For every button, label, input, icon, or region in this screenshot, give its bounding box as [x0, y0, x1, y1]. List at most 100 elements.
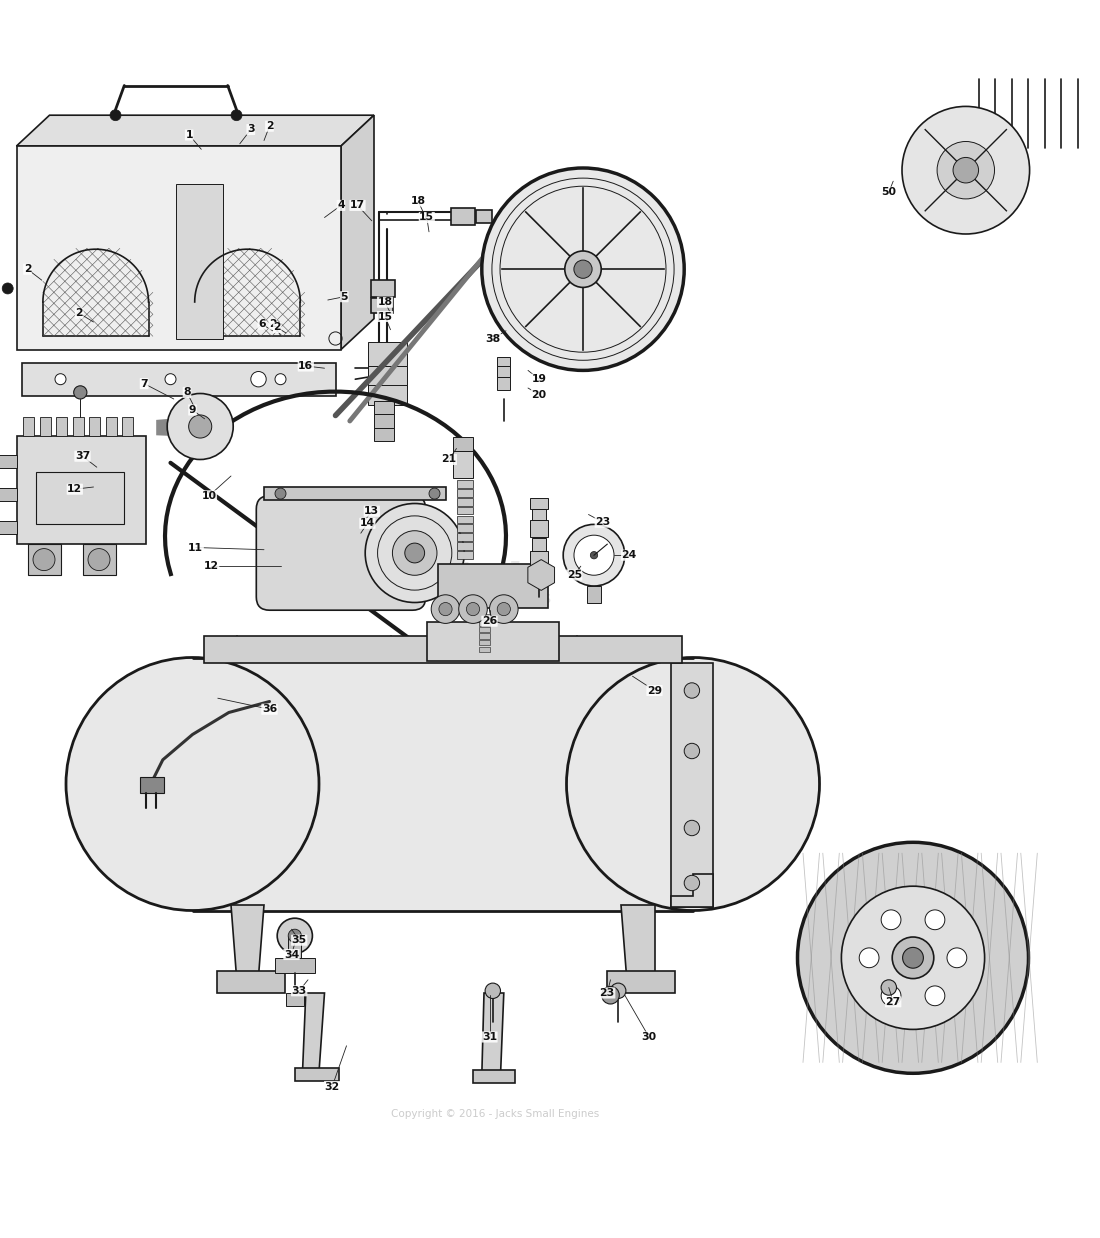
Bar	[368, 366, 407, 387]
Text: 37: 37	[75, 451, 90, 462]
Circle shape	[393, 531, 437, 576]
Circle shape	[405, 543, 425, 563]
Bar	[530, 551, 548, 566]
Circle shape	[110, 110, 121, 120]
Circle shape	[466, 603, 480, 615]
Text: 35: 35	[292, 935, 307, 945]
Text: Copyright © 2016 - Jacks Small Engines: Copyright © 2016 - Jacks Small Engines	[390, 1109, 600, 1119]
Text: 6: 6	[258, 319, 265, 329]
Circle shape	[564, 251, 602, 287]
Text: 9: 9	[189, 405, 196, 415]
Polygon shape	[0, 521, 16, 535]
Polygon shape	[0, 488, 16, 501]
Text: 8: 8	[184, 387, 190, 397]
Circle shape	[925, 985, 945, 1005]
Circle shape	[74, 386, 87, 399]
Circle shape	[429, 488, 440, 499]
Bar	[368, 385, 407, 405]
Bar	[264, 487, 446, 500]
Text: 33: 33	[292, 985, 307, 995]
Bar	[478, 646, 490, 652]
Bar	[456, 525, 473, 532]
Circle shape	[275, 374, 286, 385]
Bar	[23, 417, 34, 437]
Bar	[217, 971, 285, 993]
Bar	[371, 280, 395, 297]
Bar	[374, 427, 394, 441]
Bar	[176, 184, 223, 338]
Text: 2: 2	[274, 323, 280, 333]
Circle shape	[947, 948, 967, 968]
Circle shape	[485, 983, 501, 999]
Bar	[122, 417, 133, 437]
Bar	[456, 542, 473, 550]
Bar	[286, 993, 304, 1006]
Bar	[456, 489, 473, 496]
Text: 23: 23	[600, 988, 615, 998]
Circle shape	[566, 657, 820, 910]
Polygon shape	[231, 905, 264, 977]
Circle shape	[574, 535, 614, 576]
Text: 2: 2	[24, 264, 31, 274]
Circle shape	[88, 548, 110, 571]
Bar	[456, 506, 473, 515]
Circle shape	[563, 525, 625, 586]
Text: 7: 7	[141, 379, 147, 389]
Bar	[40, 417, 51, 437]
Bar	[106, 417, 117, 437]
Bar	[532, 509, 547, 520]
Circle shape	[277, 919, 312, 953]
Polygon shape	[671, 664, 713, 907]
Bar	[56, 417, 67, 437]
Bar	[478, 626, 490, 633]
Bar	[82, 545, 116, 574]
Circle shape	[365, 504, 464, 603]
Bar	[451, 208, 475, 225]
Circle shape	[903, 947, 923, 968]
Bar	[16, 437, 146, 545]
Bar	[478, 634, 490, 639]
Circle shape	[66, 657, 319, 910]
Circle shape	[251, 371, 266, 387]
Polygon shape	[482, 993, 504, 1076]
Circle shape	[684, 821, 700, 836]
Bar	[478, 620, 490, 625]
Text: 2: 2	[266, 121, 273, 131]
Bar	[295, 1068, 339, 1081]
Circle shape	[602, 987, 619, 1004]
Text: Jacks: Jacks	[451, 561, 550, 594]
Circle shape	[937, 141, 994, 199]
Circle shape	[684, 875, 700, 890]
Circle shape	[881, 979, 896, 995]
Circle shape	[953, 157, 979, 183]
Bar	[438, 565, 548, 608]
Bar	[73, 417, 84, 437]
Circle shape	[881, 910, 901, 930]
Bar	[456, 515, 473, 524]
Circle shape	[925, 910, 945, 930]
Text: 19: 19	[531, 374, 547, 384]
Circle shape	[902, 106, 1030, 234]
Bar	[497, 378, 510, 390]
Text: 31: 31	[482, 1032, 497, 1042]
Text: 26: 26	[482, 617, 497, 626]
Text: 18: 18	[377, 297, 393, 307]
Bar	[456, 551, 473, 558]
Circle shape	[165, 374, 176, 385]
Text: 15: 15	[377, 312, 393, 322]
Circle shape	[591, 551, 597, 558]
Bar	[453, 451, 473, 478]
Circle shape	[490, 594, 518, 624]
Bar	[275, 958, 315, 973]
Bar	[473, 1070, 515, 1083]
Circle shape	[55, 374, 66, 385]
Polygon shape	[341, 115, 374, 349]
Bar	[371, 298, 393, 313]
Text: SMALL ENGINES: SMALL ENGINES	[450, 593, 551, 605]
Text: 25: 25	[566, 569, 582, 579]
Bar	[456, 498, 473, 505]
Polygon shape	[621, 905, 654, 982]
Bar	[22, 363, 336, 396]
Circle shape	[684, 683, 700, 698]
Bar	[28, 545, 60, 574]
